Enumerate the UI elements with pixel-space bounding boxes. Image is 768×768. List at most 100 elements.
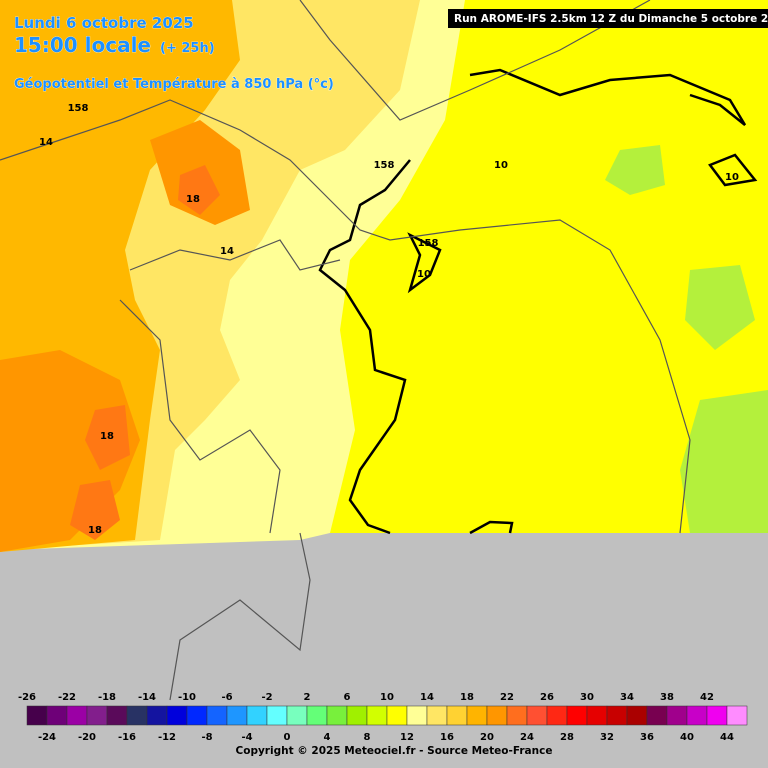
legend-swatch: [646, 705, 668, 726]
legend-swatch: [406, 705, 428, 726]
zone-8: [680, 390, 768, 533]
legend-label: -16: [118, 732, 136, 743]
run: Run AROME-IFS 2.5km 12 Z du Dimanche 5 o…: [454, 13, 768, 25]
legend-swatch: [546, 705, 568, 726]
legend-label: 34: [620, 692, 634, 703]
legend-label: 44: [720, 732, 734, 743]
legend-swatch: [726, 705, 748, 726]
legend-label: 0: [284, 732, 291, 743]
legend-label: -24: [38, 732, 56, 743]
legend-label: 26: [540, 692, 554, 703]
legend-swatch: [506, 705, 528, 726]
legend-swatch: [286, 705, 308, 726]
legend-label: 10: [380, 692, 394, 703]
legend-swatch: [266, 705, 288, 726]
contour-label: 158: [374, 160, 395, 171]
legend-label: -8: [201, 732, 212, 743]
date: Lundi 6 octobre 2025: [14, 14, 194, 32]
legend-label: 18: [460, 692, 474, 703]
contour-label: 14: [220, 246, 234, 257]
zone-20: [70, 480, 120, 540]
legend-label: 30: [580, 692, 594, 703]
time: 15:00 locale: [14, 33, 151, 57]
legend-label: 12: [400, 732, 414, 743]
coastline: [708, 153, 758, 187]
legend-swatch: [366, 705, 388, 726]
contour-label: 158: [68, 103, 89, 114]
legend-swatch: [66, 705, 88, 726]
legend-swatch: [306, 705, 328, 726]
legend-swatch: [106, 705, 128, 726]
legend-label: -12: [158, 732, 176, 743]
contour-label: 14: [39, 137, 53, 148]
contour-label: 18: [186, 194, 200, 205]
offset: (+ 25h): [160, 41, 215, 56]
legend-label: -4: [241, 732, 252, 743]
legend-swatch: [326, 705, 348, 726]
legend-swatch: [426, 705, 448, 726]
contour: [0, 99, 691, 534]
contour-label: 18: [100, 431, 114, 442]
zone-20: [85, 405, 130, 470]
legend-swatch: [626, 705, 648, 726]
legend-swatch: [466, 705, 488, 726]
legend-swatch: [246, 705, 268, 726]
legend-label: -14: [138, 692, 156, 703]
coastline: [469, 68, 747, 126]
legend-label: 40: [680, 732, 694, 743]
zone-8: [605, 145, 665, 195]
legend-swatch: [186, 705, 208, 726]
contour-label: 10: [417, 269, 431, 280]
legend-label: 36: [640, 732, 654, 743]
border: [119, 239, 341, 701]
legend-swatch: [146, 705, 168, 726]
legend-label: 20: [480, 732, 494, 743]
legend-swatch: [206, 705, 228, 726]
legend-swatch: [46, 705, 68, 726]
legend-label: 42: [700, 692, 714, 703]
legend-swatch: [586, 705, 608, 726]
legend-label: 32: [600, 732, 614, 743]
legend-label: 22: [500, 692, 514, 703]
legend-swatch: [166, 705, 188, 726]
legend-label: 38: [660, 692, 674, 703]
legend-label: 14: [420, 692, 434, 703]
legend-label: 4: [324, 732, 331, 743]
copyright: Copyright © 2025 Meteociel.fr - Source M…: [236, 745, 553, 757]
legend-swatch: [706, 705, 728, 726]
legend-label: -18: [98, 692, 116, 703]
legend-swatch: [686, 705, 708, 726]
legend-swatch: [346, 705, 368, 726]
coastline: [469, 520, 514, 535]
legend-swatch: [26, 705, 48, 726]
coastline: [407, 232, 442, 294]
legend-swatch: [446, 705, 468, 726]
zone-20: [178, 165, 220, 215]
contour-label: 18: [88, 525, 102, 536]
field: Géopotentiel et Température à 850 hPa (°…: [14, 77, 334, 92]
legend-swatch: [386, 705, 408, 726]
legend-label: -10: [178, 692, 196, 703]
legend-label: -2: [261, 692, 272, 703]
legend-swatch: [526, 705, 548, 726]
contour-label: 10: [494, 160, 508, 171]
legend-swatch: [666, 705, 688, 726]
legend-label: -6: [221, 692, 232, 703]
legend-label: 8: [364, 732, 371, 743]
legend-label: 16: [440, 732, 454, 743]
coastline: [318, 159, 411, 535]
legend-label: 2: [304, 692, 311, 703]
legend-swatch: [606, 705, 628, 726]
legend-swatch: [566, 705, 588, 726]
legend-swatch: [86, 705, 108, 726]
legend-label: -20: [78, 732, 96, 743]
legend-label: -22: [58, 692, 76, 703]
legend-label: 28: [560, 732, 574, 743]
legend-label: -26: [18, 692, 36, 703]
legend-swatch: [126, 705, 148, 726]
legend-label: 6: [344, 692, 351, 703]
legend-swatch: [486, 705, 508, 726]
run-box: [448, 9, 768, 28]
zone-8: [685, 265, 755, 350]
